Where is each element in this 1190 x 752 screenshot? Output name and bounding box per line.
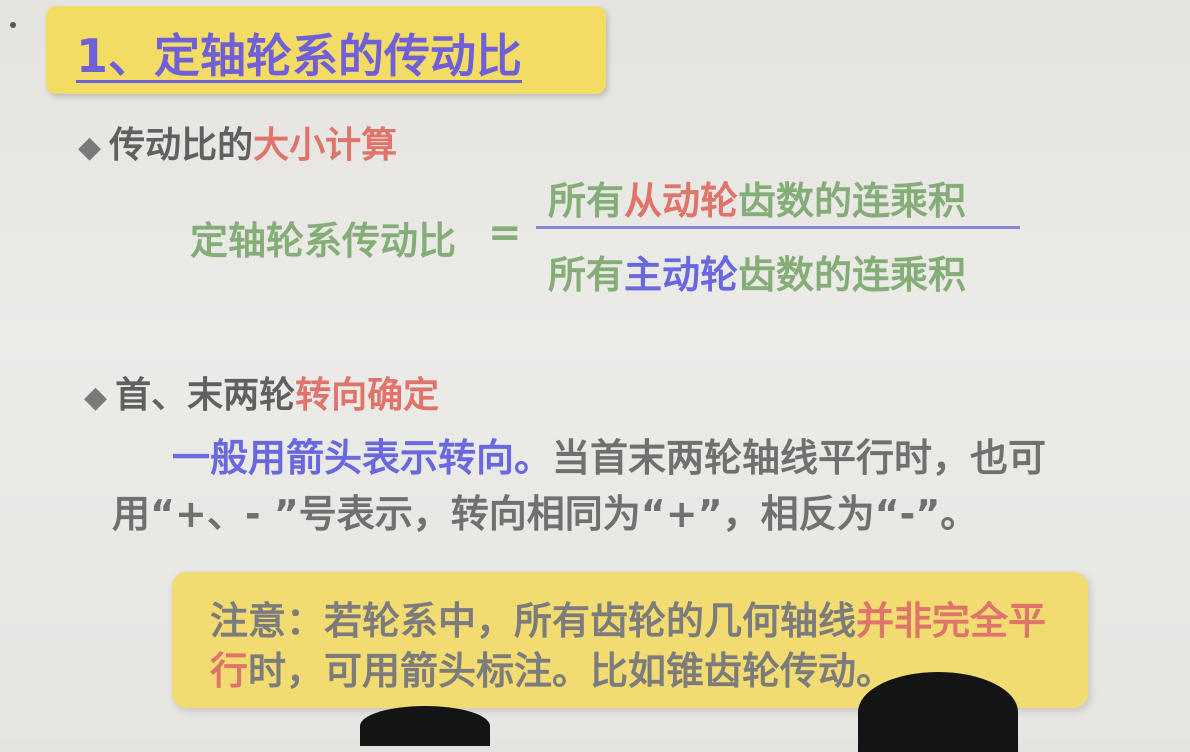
section-heading-prefix: 首、末两轮 [115, 375, 296, 416]
section-heading-highlight: 转向确定 [295, 375, 440, 416]
slide-title: 1、定轴轮系的传动比 [76, 29, 523, 83]
note-text: 注意：若轮系中，所有齿轮的几何轴线并非完全平行时，可用箭头标注。比如锥齿轮传动。 [210, 596, 1070, 696]
denominator-post: 齿数的连乘积 [738, 253, 967, 297]
numerator-post: 齿数的连乘积 [738, 179, 967, 223]
paragraph-highlight: 一般用箭头表示转向。 [172, 436, 553, 480]
corner-dot [10, 22, 16, 28]
note-post: 时，可用箭头标注。比如锥齿轮传动。 [248, 649, 895, 693]
direction-paragraph: 一般用箭头表示转向。当首末两轮轴线平行时，也可用“+、- ”号表示，转向相同为“… [112, 430, 1172, 542]
formula-numerator: 所有从动轮齿数的连乘积 [548, 170, 966, 225]
section-heading-prefix: 传动比的 [109, 125, 254, 166]
section-heading-direction: ◆ 首、末两轮转向确定 [84, 366, 439, 418]
formula-equals-sign: = [488, 210, 522, 256]
numerator-highlight: 从动轮 [624, 179, 739, 223]
fraction-bar [536, 226, 1020, 229]
denominator-highlight: 主动轮 [624, 253, 739, 297]
formula-left-side: 定轴轮系传动比 [190, 219, 457, 263]
formula-denominator: 所有主动轮齿数的连乘积 [548, 244, 966, 299]
diamond-bullet-icon: ◆ [78, 130, 102, 165]
section-heading-highlight: 大小计算 [253, 125, 398, 166]
section-heading-ratio: ◆ 传动比的大小计算 [78, 116, 397, 168]
audience-head-left [360, 706, 490, 746]
note-highlight: 并非完全平行 [210, 599, 1047, 693]
diamond-bullet-icon: ◆ [84, 380, 108, 415]
denominator-pre: 所有 [548, 253, 625, 297]
numerator-pre: 所有 [548, 179, 625, 223]
title-banner: 1、定轴轮系的传动比 [46, 6, 606, 94]
note-pre: 注意：若轮系中，所有齿轮的几何轴线 [210, 599, 857, 643]
paragraph-body: 当首末两轮轴线平行时，也可用“+、- ”号表示，转向相同为“+”，相反为“-”。 [112, 436, 1047, 536]
audience-head-right [858, 672, 1018, 752]
